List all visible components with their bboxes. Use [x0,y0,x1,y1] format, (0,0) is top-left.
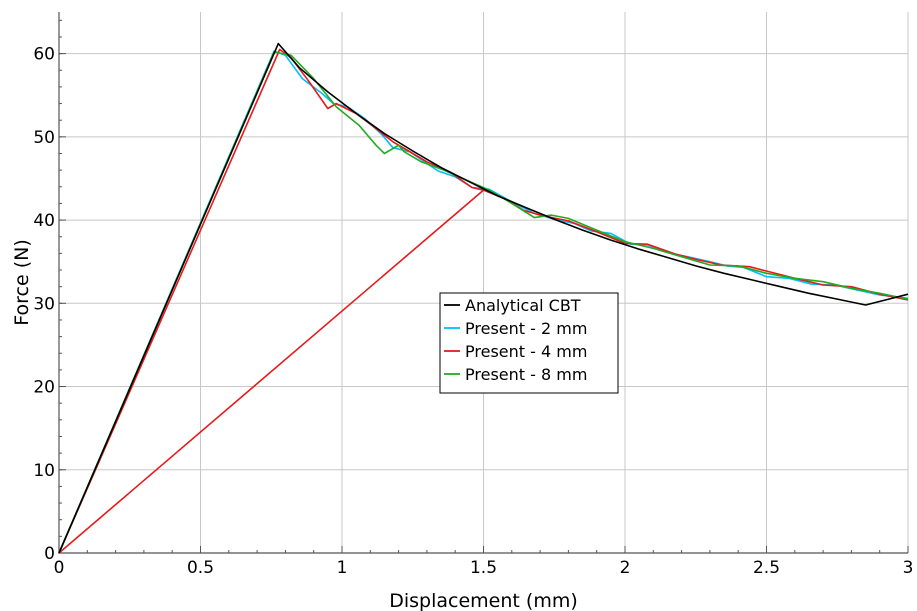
y-axis-title: Force (N) [11,239,33,325]
y-tick-label: 20 [33,378,55,398]
x-tick-label: 2.5 [753,558,780,578]
series-line-present-8-mm [58,51,909,554]
legend-box [439,292,619,394]
y-tick-label: 30 [33,294,55,314]
x-tick-label: 0.5 [187,558,214,578]
legend-label: Present - 2 mm [465,319,587,338]
legend-label: Present - 4 mm [465,342,587,361]
x-tick-label: 0 [54,558,65,578]
y-tick-label: 10 [33,461,55,481]
x-tick-label: 1.5 [470,558,497,578]
series-line-analytical-cbt [58,42,909,554]
series-group [58,42,909,554]
legend: Analytical CBT Present - 2 mm Present - 4 … [439,292,619,394]
y-tick-label: 60 [33,45,55,65]
x-tick-label: 1 [337,558,348,578]
axes [58,12,909,554]
grid [59,12,909,553]
y-tick-label: 50 [33,128,55,148]
x-tick-label: 2 [620,558,631,578]
legend-label: Present - 8 mm [465,365,587,384]
y-tick-label: 40 [33,211,55,231]
legend-label: Analytical CBT [465,296,581,315]
x-tick-label: 3 [903,558,914,578]
y-tick-label: 0 [44,544,55,564]
x-axis-title: Displacement (mm) [389,590,578,611]
